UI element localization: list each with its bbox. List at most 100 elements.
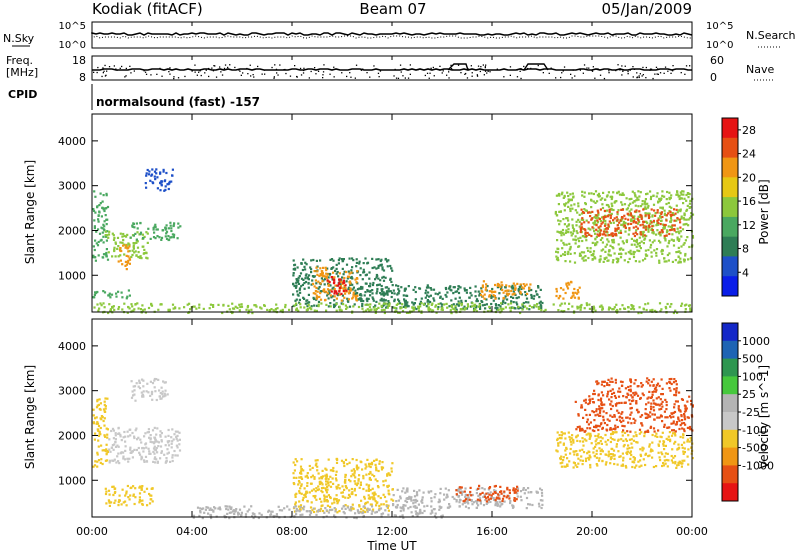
range-cell (486, 285, 489, 288)
range-cell (606, 383, 609, 386)
range-cell (683, 213, 686, 216)
nave-dot (537, 64, 539, 67)
range-cell (329, 258, 332, 261)
range-cell (123, 234, 126, 238)
range-cell (678, 232, 681, 235)
range-cell (377, 469, 380, 473)
range-cell (133, 393, 136, 396)
range-cell (568, 283, 571, 286)
range-cell (350, 271, 353, 274)
range-cell (109, 296, 112, 299)
range-cell (677, 463, 680, 466)
range-cell (318, 274, 321, 278)
range-cell (132, 394, 135, 397)
range-cell (132, 244, 135, 247)
range-cell (129, 434, 132, 437)
nave-dot (509, 74, 511, 76)
range-cell (660, 212, 663, 216)
range-cell (323, 278, 327, 281)
range-cell (608, 306, 611, 309)
range-cell (622, 456, 625, 459)
nave-dot (615, 69, 617, 72)
range-cell (430, 497, 433, 500)
colorbar-segment (722, 256, 738, 277)
range-cell (206, 506, 210, 509)
range-cell (637, 460, 640, 463)
range-cell (346, 299, 349, 302)
range-cell (599, 407, 602, 410)
range-cell (686, 455, 689, 458)
range-cell (672, 422, 675, 425)
range-cell (635, 238, 639, 241)
range-cell (306, 484, 309, 487)
range-cell (386, 265, 389, 268)
range-cell (387, 509, 390, 512)
range-cell (409, 505, 412, 509)
range-cell (612, 241, 616, 244)
range-cell (303, 487, 306, 490)
range-cell (420, 500, 423, 503)
range-cell (650, 408, 653, 411)
nave-dot (659, 72, 662, 74)
range-cell (250, 505, 253, 508)
range-cell (302, 296, 305, 299)
range-cell (243, 505, 246, 508)
range-cell (500, 490, 503, 493)
range-cell (406, 301, 409, 304)
range-cell (661, 400, 664, 403)
range-cell (155, 172, 158, 175)
range-cell (221, 311, 224, 315)
range-cell (644, 303, 647, 306)
range-cell (605, 230, 608, 233)
range-cell (617, 257, 620, 261)
range-cell (295, 510, 298, 513)
range-cell (310, 305, 313, 308)
range-cell (491, 287, 494, 291)
range-cell (127, 306, 130, 309)
nave-dot (439, 65, 441, 67)
range-cell (332, 266, 335, 269)
range-cell (618, 252, 621, 255)
range-cell (596, 230, 599, 233)
range-cell (628, 447, 631, 450)
range-cell (556, 247, 559, 250)
range-cell (102, 302, 105, 305)
nave-dot (156, 73, 158, 75)
colorbar-segment (722, 358, 738, 377)
range-cell (401, 303, 404, 306)
range-cell (651, 229, 654, 232)
range-cell (295, 492, 298, 495)
range-cell (445, 287, 448, 291)
range-cell (453, 286, 456, 289)
range-cell (609, 414, 612, 417)
nave-dot (583, 64, 586, 66)
range-cell (234, 305, 237, 308)
range-cell (596, 233, 599, 236)
range-cell (228, 505, 231, 508)
range-cell (375, 510, 378, 514)
range-cell (458, 505, 461, 508)
range-cell (231, 311, 234, 315)
range-cell (314, 292, 317, 295)
range-cell (494, 303, 497, 306)
range-cell (488, 290, 491, 293)
range-cell (295, 476, 298, 479)
range-cell (116, 236, 120, 239)
range-cell (417, 306, 420, 309)
range-cell (677, 239, 681, 242)
range-cell (652, 427, 656, 430)
range-cell (128, 258, 132, 261)
range-cell (150, 302, 153, 305)
range-cell (420, 297, 423, 300)
range-cell (330, 267, 333, 270)
range-cell (104, 449, 107, 452)
range-cell (686, 440, 689, 443)
range-cell (352, 291, 355, 294)
range-cell (390, 295, 393, 299)
range-cell (371, 283, 375, 287)
range-cell (469, 291, 472, 295)
range-cell (387, 472, 390, 475)
range-cell (627, 233, 630, 236)
range-cell (108, 230, 111, 233)
